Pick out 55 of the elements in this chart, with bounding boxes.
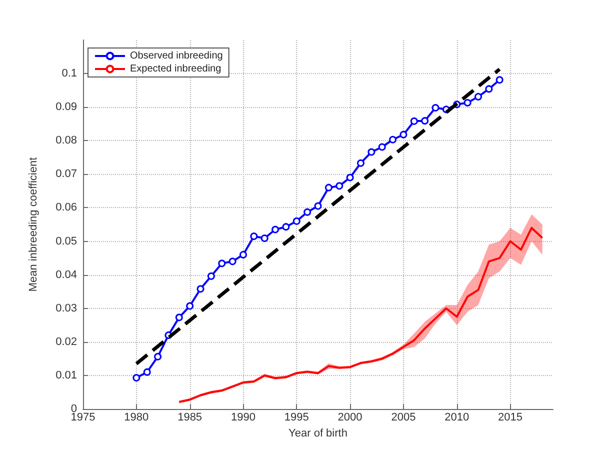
point <box>154 352 162 360</box>
x-tick-label: 1985 <box>178 412 202 424</box>
x-axis-title: Year of birth <box>288 427 348 440</box>
x-tick-label: 1975 <box>70 412 96 424</box>
legend-label: Expected inbreeding <box>130 64 222 74</box>
point <box>336 182 344 190</box>
point <box>292 217 300 225</box>
point <box>132 374 140 382</box>
point <box>228 258 236 266</box>
point <box>324 184 332 192</box>
x-tick-label: 2015 <box>498 412 523 424</box>
x-tick-label: 2000 <box>338 412 362 424</box>
legend-label: Observed inbreeding <box>130 50 223 62</box>
point <box>304 208 312 216</box>
point <box>496 76 504 84</box>
x-tick-label: 1980 <box>124 412 149 424</box>
y-tick-label: 0.05 <box>56 235 77 248</box>
point <box>474 92 482 100</box>
point <box>389 136 397 144</box>
point <box>282 223 290 231</box>
point <box>314 202 322 210</box>
x-tick-label: 2010 <box>444 412 470 424</box>
point <box>464 98 472 106</box>
point <box>175 314 183 322</box>
y-tick-label: 0.02 <box>56 336 77 348</box>
point <box>378 143 386 151</box>
x-tick-label: 2005 <box>391 412 416 424</box>
point <box>356 159 364 167</box>
y-tick-label: 0.04 <box>56 268 77 281</box>
point <box>186 302 194 310</box>
point <box>143 368 151 376</box>
y-axis-title: Mean inbreeding coefficient <box>28 157 40 292</box>
y-tick-label: 0.08 <box>56 134 77 147</box>
point <box>196 285 204 293</box>
y-tick-label: 0.01 <box>56 369 77 382</box>
y-tick-label: 0.09 <box>56 101 77 114</box>
y-tick-label: 0.1 <box>62 68 77 80</box>
y-tick-label: 0.06 <box>56 202 77 214</box>
point <box>272 226 280 234</box>
point <box>400 130 408 138</box>
point <box>346 174 354 182</box>
point <box>260 234 268 242</box>
point <box>485 85 493 93</box>
x-tick-label: 1995 <box>284 412 309 424</box>
point <box>218 260 226 268</box>
x-tick-label: 1990 <box>230 412 256 424</box>
point <box>432 104 440 112</box>
point <box>421 117 429 125</box>
point <box>410 117 418 125</box>
point <box>250 232 258 240</box>
point <box>239 250 247 258</box>
y-tick-label: 0.03 <box>56 302 77 314</box>
y-tick-label: 0.07 <box>56 168 77 180</box>
point <box>368 148 376 156</box>
point <box>207 272 215 280</box>
